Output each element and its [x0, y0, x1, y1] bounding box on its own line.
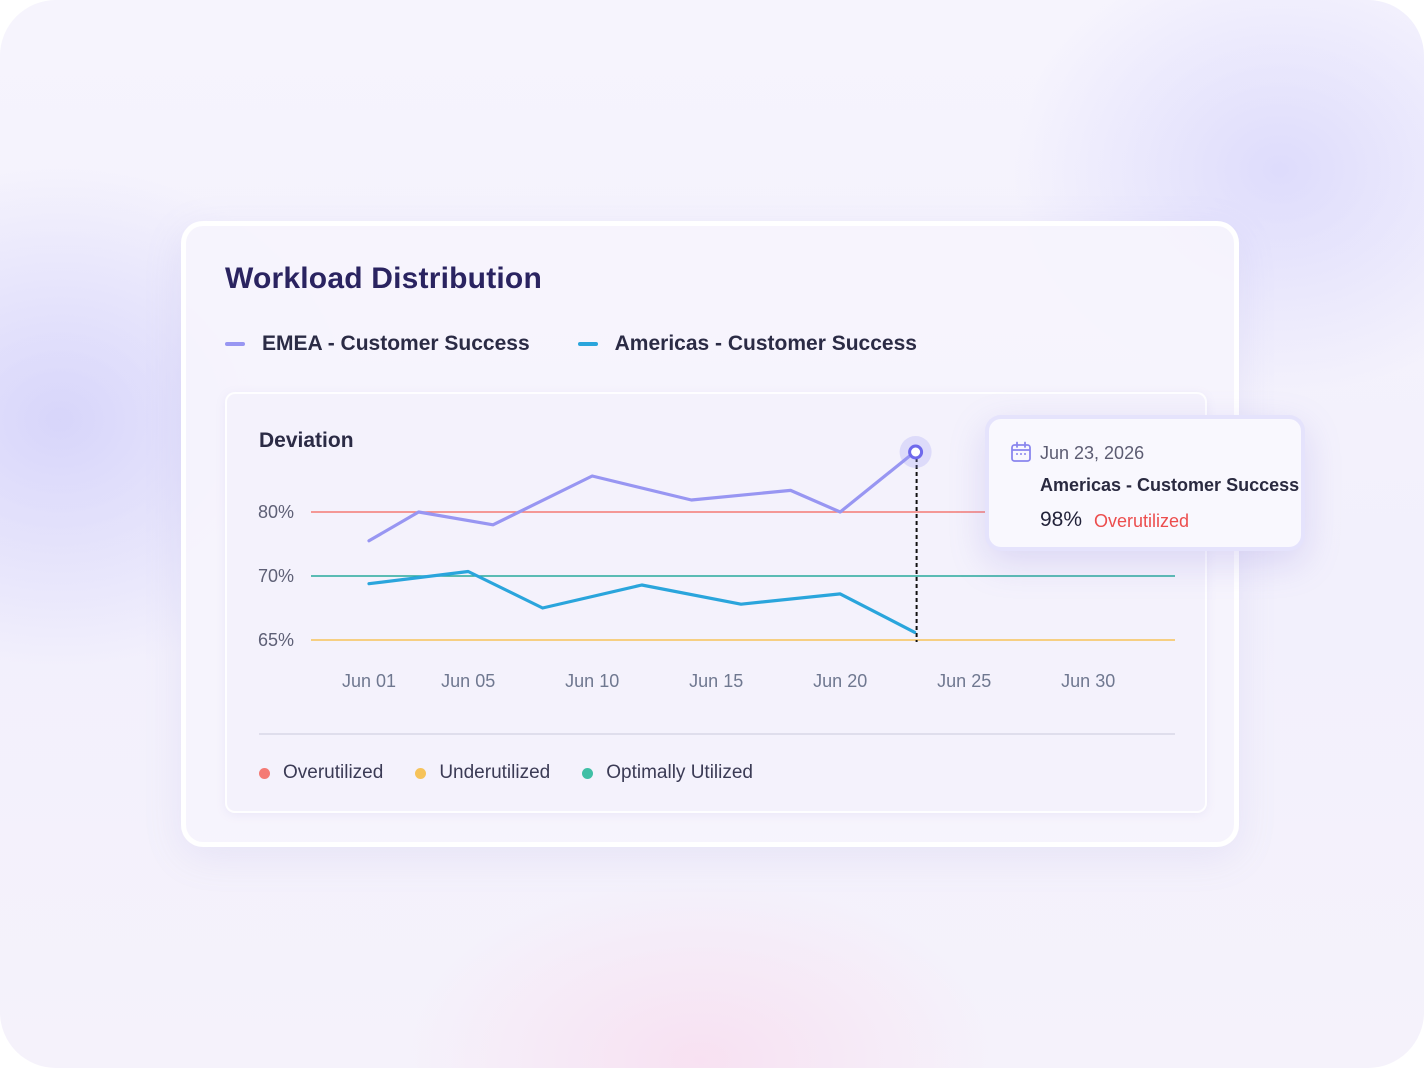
chart-axis-title: Deviation — [259, 429, 354, 452]
tooltip-status: Overutilized — [1094, 511, 1190, 531]
y-tick-label: 65% — [258, 630, 294, 650]
series-legend-label: Americas - Customer Success — [614, 332, 917, 355]
series-swatch-americas — [577, 342, 598, 346]
series-line-emea — [367, 450, 917, 543]
series-legend-item-americas[interactable]: Americas - Customer Success — [577, 332, 917, 356]
underutilized-dot — [415, 767, 427, 779]
x-tick-label: Jun 30 — [1061, 671, 1115, 691]
highlight-point — [908, 444, 924, 460]
card-title: Workload Distribution — [225, 262, 542, 295]
legend-item-overutilized[interactable]: Overutilized — [259, 762, 383, 784]
series-line-americas — [367, 569, 917, 634]
x-tick-label: Jun 20 — [813, 671, 867, 691]
legend-item-optimally-utilized[interactable]: Optimally Utilized — [582, 762, 753, 784]
optimal-dot — [582, 767, 594, 779]
calendar-icon — [1011, 441, 1031, 462]
tooltip-value: 98% — [1040, 508, 1083, 531]
x-tick-label: Jun 05 — [441, 671, 495, 691]
legend-label: Underutilized — [439, 762, 551, 783]
legend-label: Optimally Utilized — [606, 762, 753, 783]
y-tick-label: 70% — [258, 566, 294, 586]
series-legend-item-emea[interactable]: EMEA - Customer Success — [225, 332, 530, 356]
series-legend-label: EMEA - Customer Success — [262, 332, 530, 355]
tooltip-series: Americas - Customer Success — [1040, 475, 1300, 495]
overutilized-dot — [259, 767, 270, 779]
x-tick-label: Jun 15 — [689, 671, 743, 691]
tooltip-date: Jun 23, 2026 — [1040, 443, 1145, 463]
utilization-legend: Overutilized Underutilized Optimally Uti… — [259, 762, 785, 784]
x-tick-label: Jun 01 — [342, 671, 396, 691]
series-legend: EMEA - Customer Success Americas - Custo… — [225, 332, 965, 356]
y-tick-label: 80% — [258, 502, 294, 522]
x-tick-label: Jun 25 — [937, 671, 991, 691]
x-tick-label: Jun 10 — [565, 671, 619, 691]
legend-item-underutilized[interactable]: Underutilized — [415, 762, 550, 784]
chart-tooltip: Jun 23, 2026 Americas - Customer Success… — [985, 415, 1305, 551]
legend-label: Overutilized — [283, 762, 384, 783]
series-swatch-emea — [225, 342, 245, 346]
